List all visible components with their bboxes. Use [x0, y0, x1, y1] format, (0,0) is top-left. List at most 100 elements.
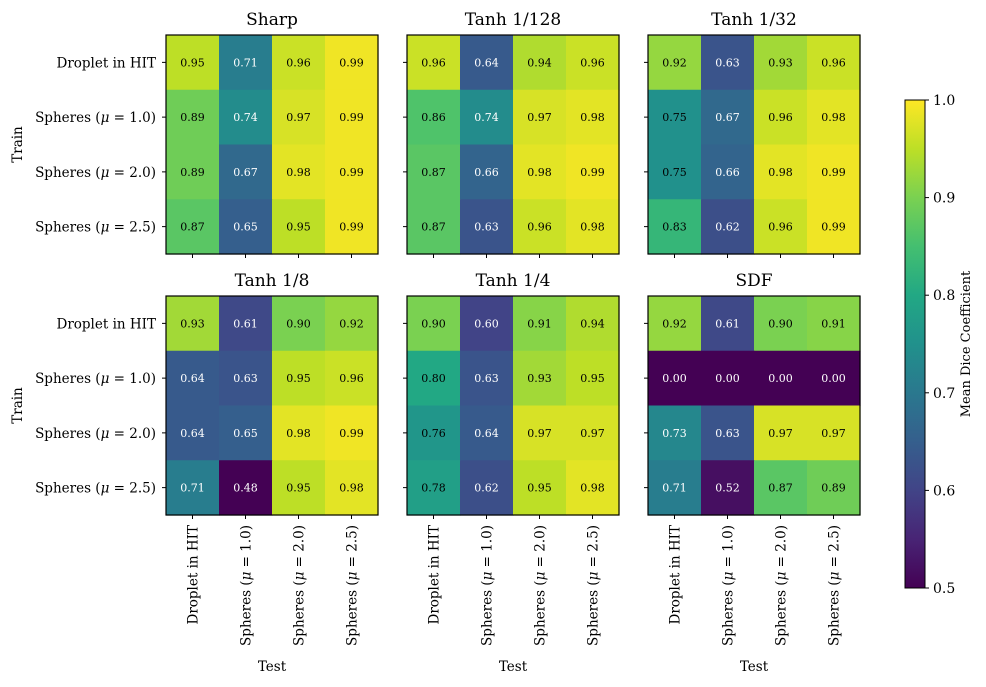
heatmap-cell	[807, 144, 861, 200]
cell-value-label: 0.96	[768, 111, 793, 124]
cell-value-label: 0.96	[421, 56, 446, 69]
heatmap-cell	[325, 350, 379, 407]
heatmap-cell	[460, 144, 514, 200]
cell-value-label: 0.90	[768, 317, 793, 330]
heatmap-cell	[460, 460, 514, 516]
cell-value-label: 0.87	[421, 221, 446, 234]
cell-value-label: 0.96	[821, 56, 846, 69]
heatmap-cell	[701, 199, 755, 255]
heatmap-cell	[460, 199, 514, 255]
heatmap-cell	[513, 405, 567, 461]
heatmap-cell	[566, 89, 620, 146]
colorbar-tick-label: 0.7	[933, 386, 955, 402]
cell-value-label: 0.74	[233, 111, 258, 124]
heatmap-cell	[166, 296, 220, 352]
heatmap-cell	[807, 89, 861, 146]
heatmap-cell	[219, 199, 273, 255]
cell-value-label: 0.73	[662, 427, 687, 440]
cell-value-label: 0.94	[580, 317, 605, 330]
cell-value-label: 0.92	[662, 56, 687, 69]
test-axis-labels: Droplet in HIT Spheres (μ = 1.0) Spheres (…	[186, 525, 843, 675]
cell-value-label: 0.95	[286, 221, 311, 234]
test-axis-title: Test	[258, 659, 287, 675]
panel-title: Sharp	[246, 10, 298, 30]
heatmap-cell	[272, 199, 326, 255]
heatmap-cell	[807, 460, 861, 516]
heatmap-cell	[807, 296, 861, 352]
heatmap-cell	[460, 35, 514, 91]
cell-value-label: 0.93	[527, 372, 552, 385]
cell-value-label: 0.97	[527, 111, 552, 124]
heatmap-cell	[219, 460, 273, 516]
test-tick-label: Droplet in HIT	[186, 525, 202, 624]
heatmap-cell	[701, 296, 755, 352]
heatmap-cell	[701, 89, 755, 146]
train-tick-label: Spheres (μ = 2.0)	[35, 426, 156, 442]
cell-value-label: 0.91	[821, 317, 846, 330]
heatmap-cell	[407, 89, 461, 146]
cell-value-label: 0.75	[662, 111, 687, 124]
cell-value-label: 0.98	[286, 166, 311, 179]
panel-tanh-1-32: Tanh 1/32 0.92 0.63 0.93 0.96 0.75 0.67 0.96 0.9…	[644, 10, 861, 258]
heatmap-cell	[566, 199, 620, 255]
cell-value-label: 0.99	[339, 221, 364, 234]
cell-value-label: 0.98	[580, 111, 605, 124]
cell-value-label: 0.89	[821, 482, 846, 495]
cell-value-label: 0.86	[421, 111, 446, 124]
heatmap-cell	[166, 405, 220, 461]
heatmap-cell	[566, 460, 620, 516]
cell-value-label: 0.99	[339, 56, 364, 69]
train-tick-label: Spheres (μ = 2.0)	[35, 165, 156, 181]
heatmap-cell	[648, 405, 702, 461]
cell-value-label: 0.92	[662, 317, 687, 330]
heatmap-cell	[407, 405, 461, 461]
panel-tanh-1-8: Tanh 1/8 0.93 0.61 0.90 0.92 0.64 0.63 0.95 0.96…	[162, 271, 379, 519]
cell-value-label: 0.95	[180, 56, 205, 69]
heatmap-cell	[166, 460, 220, 516]
cell-value-label: 0.97	[527, 427, 552, 440]
cell-value-label: 0.76	[421, 427, 446, 440]
train-tick-label: Spheres (μ = 1.0)	[35, 371, 156, 387]
cell-value-label: 0.90	[421, 317, 446, 330]
heatmap-cell	[272, 35, 326, 91]
colorbar-tick-label: 1.0	[933, 93, 955, 109]
heatmap-cell	[166, 144, 220, 200]
heatmap-cell	[566, 350, 620, 407]
cell-value-label: 0.61	[233, 317, 258, 330]
panel-title: Tanh 1/128	[465, 10, 561, 30]
test-tick-label: Droplet in HIT	[427, 525, 443, 624]
cell-value-label: 0.89	[180, 111, 205, 124]
heatmap-cell	[325, 89, 379, 146]
heatmap-cell	[648, 350, 702, 407]
cell-value-label: 0.61	[715, 317, 740, 330]
cell-value-label: 0.94	[527, 56, 552, 69]
train-axis-title: Train	[10, 126, 26, 163]
cell-value-label: 0.90	[286, 317, 311, 330]
colorbar-tick-label: 0.5	[933, 581, 955, 597]
heatmap-cell	[166, 35, 220, 91]
heatmap-cell	[701, 460, 755, 516]
heatmap-cell	[807, 199, 861, 255]
heatmap-cell	[219, 296, 273, 352]
heatmap-cell	[807, 350, 861, 407]
cell-value-label: 0.98	[527, 166, 552, 179]
heatmap-cell	[219, 350, 273, 407]
heatmap-cell	[219, 144, 273, 200]
cell-value-label: 0.96	[527, 221, 552, 234]
heatmap-cell	[407, 199, 461, 255]
train-tick-label: Droplet in HIT	[57, 316, 156, 332]
test-tick-label: Spheres (μ = 1.0)	[480, 525, 496, 646]
heatmap-cell	[754, 350, 808, 407]
heatmap-cell	[166, 350, 220, 407]
cell-value-label: 0.00	[768, 372, 793, 385]
heatmap-cell	[407, 296, 461, 352]
heatmap-cell	[807, 35, 861, 91]
cell-value-label: 0.98	[339, 482, 364, 495]
cell-value-label: 0.87	[768, 482, 793, 495]
heatmap-cell	[513, 296, 567, 352]
cell-value-label: 0.97	[286, 111, 311, 124]
cell-value-label: 0.99	[339, 111, 364, 124]
panel-frame	[406, 295, 620, 516]
heatmap-cell	[754, 144, 808, 200]
cell-value-label: 0.87	[180, 221, 205, 234]
